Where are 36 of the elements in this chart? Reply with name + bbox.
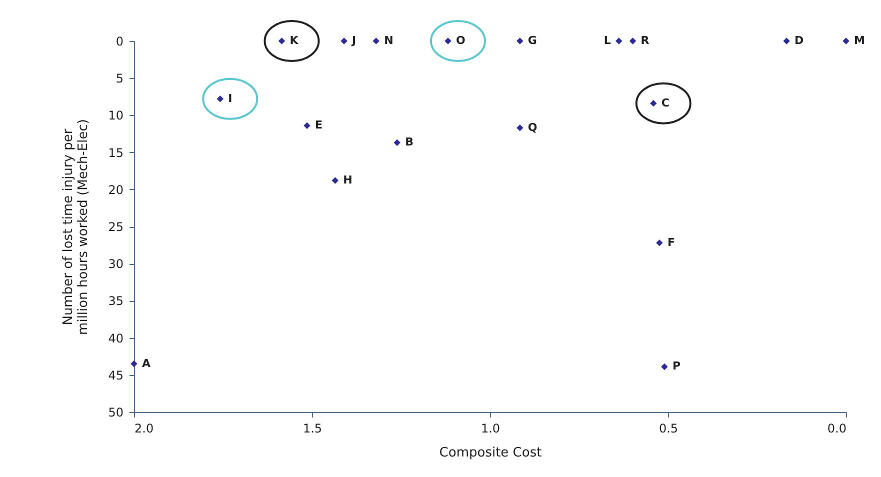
x-tick-label: 0.5	[658, 422, 678, 436]
y-tick-label: 10	[108, 108, 124, 123]
y-tick-label: 25	[108, 220, 124, 234]
y-tick-label: 40	[108, 331, 124, 346]
data-label: R	[640, 34, 650, 47]
data-label: B	[405, 136, 414, 149]
x-tick-label: 1.0	[480, 422, 500, 436]
y-axis-title: Number of lost time injury per million hours worked (Mech-Elec)	[61, 119, 92, 335]
x-tick-label: 0.0	[827, 422, 846, 436]
y-tick-label: 5	[116, 72, 124, 86]
x-tick-label: 1.5	[302, 422, 322, 436]
data-label: Q	[528, 120, 538, 134]
data-label: G	[528, 34, 537, 47]
data-label: A	[142, 356, 151, 370]
y-tick-label: 0	[116, 34, 124, 48]
data-label: M	[854, 34, 865, 47]
y-tick-label: 15	[108, 146, 124, 160]
data-label: D	[794, 34, 804, 47]
data-label: P	[672, 360, 681, 373]
data-label: C	[661, 96, 670, 110]
data-label: L	[604, 34, 611, 47]
data-label: I	[228, 92, 232, 105]
y-tick-label: 30	[108, 257, 124, 272]
data-label: E	[315, 118, 323, 132]
data-label: H	[343, 173, 352, 186]
data-label: O	[456, 34, 466, 47]
data-label: K	[290, 34, 299, 47]
y-tick-label: 20	[108, 182, 124, 197]
data-label: F	[667, 236, 675, 249]
x-tick-label: 2.0	[134, 422, 154, 436]
y-tick-label: 45	[108, 368, 124, 382]
data-label: N	[384, 34, 394, 47]
y-tick-label: 50	[108, 406, 124, 420]
data-label: J	[351, 34, 356, 47]
x-axis-title: Composite Cost	[439, 446, 542, 460]
y-tick-label: 35	[108, 294, 124, 308]
